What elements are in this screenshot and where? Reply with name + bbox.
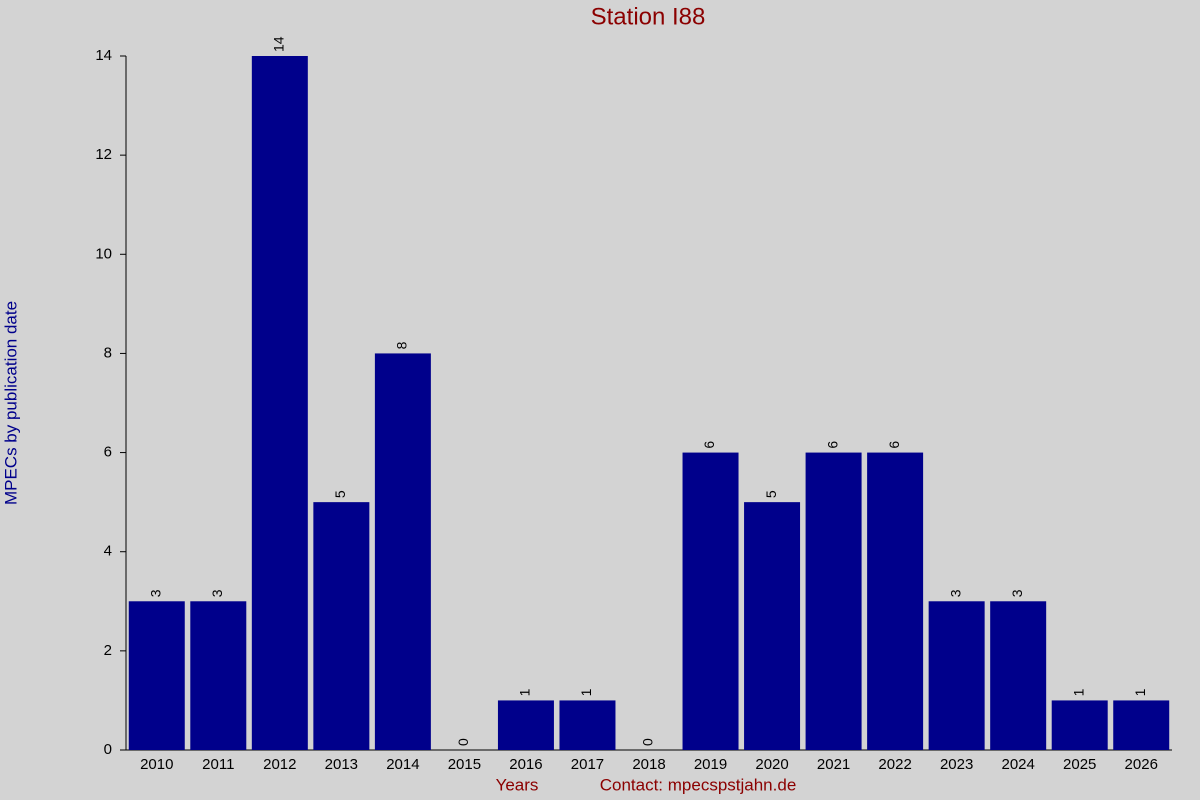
bar <box>190 601 247 750</box>
x-tick-label: 2011 <box>202 756 234 773</box>
x-tick-label: 2023 <box>940 756 973 773</box>
value-label: 1 <box>1132 688 1148 696</box>
bar <box>1051 700 1108 750</box>
y-axis-label: MPECs by publication date <box>1 301 20 505</box>
x-tick-label: 2024 <box>1001 756 1034 773</box>
bar <box>928 601 985 750</box>
y-tick-label: 0 <box>104 741 112 758</box>
value-label: 3 <box>209 589 225 597</box>
value-label: 3 <box>1009 589 1025 597</box>
bar <box>559 700 616 750</box>
value-label: 6 <box>824 441 840 449</box>
value-label: 14 <box>271 36 287 52</box>
value-label: 0 <box>640 738 656 746</box>
y-tick-label: 2 <box>104 642 112 659</box>
x-tick-label: 2016 <box>509 756 542 773</box>
x-tick-label: 2020 <box>755 756 788 773</box>
value-label: 1 <box>1070 688 1086 696</box>
bar <box>313 502 370 750</box>
bar <box>990 601 1047 750</box>
x-axis-label: Years <box>496 775 539 794</box>
bar <box>128 601 185 750</box>
x-tick-label: 2022 <box>878 756 911 773</box>
bar <box>1113 700 1170 750</box>
value-label: 5 <box>763 490 779 498</box>
x-tick-label: 2025 <box>1063 756 1096 773</box>
y-tick-label: 8 <box>104 344 112 361</box>
value-label: 1 <box>578 688 594 696</box>
x-tick-label: 2013 <box>325 756 358 773</box>
x-tick-label: 2019 <box>694 756 727 773</box>
chart-title: Station I88 <box>591 3 706 30</box>
x-tick-label: 2018 <box>632 756 665 773</box>
bar <box>867 452 924 750</box>
bar <box>805 452 862 750</box>
bar <box>744 502 801 750</box>
y-tick-label: 12 <box>95 146 112 163</box>
x-tick-label: 2014 <box>386 756 419 773</box>
bar <box>497 700 554 750</box>
x-tick-label: 2010 <box>140 756 173 773</box>
bar <box>374 353 431 750</box>
x-tick-label: 2012 <box>263 756 296 773</box>
bar <box>682 452 739 750</box>
y-tick-label: 6 <box>104 444 112 461</box>
value-label: 1 <box>517 688 533 696</box>
value-label: 5 <box>332 490 348 498</box>
value-label: 6 <box>886 441 902 449</box>
value-label: 3 <box>147 589 163 597</box>
value-label: 6 <box>701 441 717 449</box>
x-tick-label: 2021 <box>817 756 850 773</box>
y-tick-label: 4 <box>104 543 112 560</box>
y-tick-label: 14 <box>95 47 112 64</box>
x-tick-label: 2017 <box>571 756 604 773</box>
x-tick-label: 2015 <box>448 756 481 773</box>
value-label: 8 <box>394 341 410 349</box>
value-label: 3 <box>947 589 963 597</box>
bar <box>251 56 308 750</box>
y-tick-label: 10 <box>95 245 112 262</box>
footer: Contact: mpecspstjahn.de <box>600 775 797 794</box>
value-label: 0 <box>455 738 471 746</box>
x-tick-label: 2026 <box>1125 756 1158 773</box>
